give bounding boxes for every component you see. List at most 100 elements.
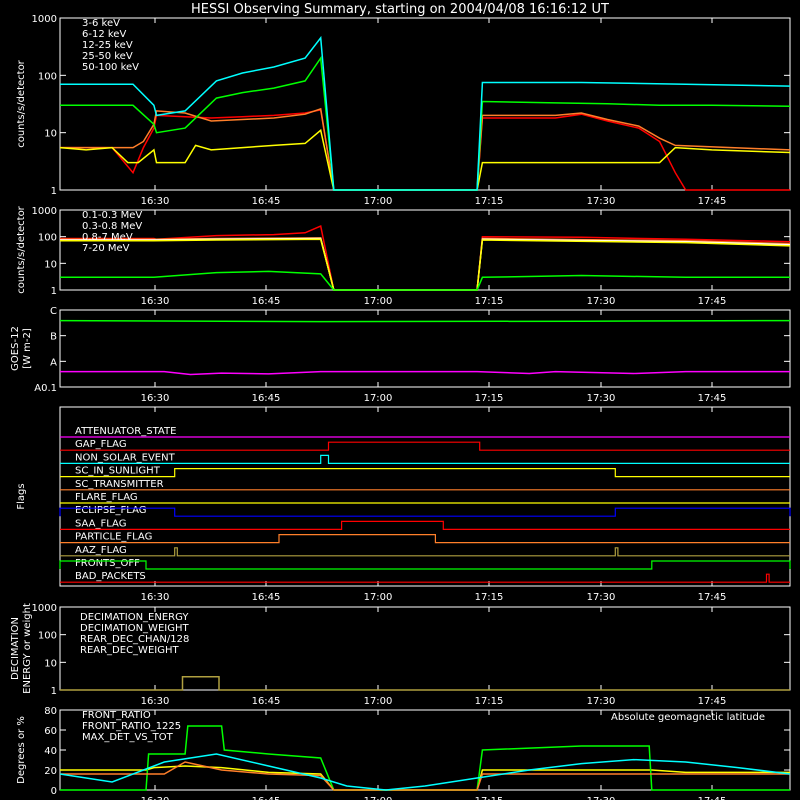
y-tick-label: A0.1 [34, 383, 57, 394]
plot-frame-panel2 [59, 209, 791, 291]
plot-frame-panel1 [59, 17, 791, 191]
x-tick-label: 16:45 [252, 696, 281, 707]
y-axis-label: ENERGY or weight [22, 603, 33, 694]
series-line-12-25-kev [59, 128, 791, 191]
flag-label: GAP_FLAG [75, 439, 127, 450]
y-tick-label: 100 [38, 71, 57, 82]
flag-line [60, 573, 790, 583]
flag-label: BAD_PACKETS [75, 571, 146, 582]
legend-entry: REAR_DEC_WEIGHT [80, 645, 179, 656]
flag-label: SC_TRANSMITTER [75, 479, 164, 490]
x-tick-label: 16:30 [141, 696, 170, 707]
legend-entry: 0.3-0.8 MeV [82, 221, 142, 232]
legend-entry: 6-12 keV [82, 29, 126, 40]
x-tick-label: 17:15 [475, 796, 504, 800]
x-tick-label: 17:15 [475, 393, 504, 404]
x-tick-label: 17:00 [364, 696, 393, 707]
legend-entry: 50-100 keV [82, 62, 139, 73]
x-tick-label: 17:30 [587, 196, 616, 207]
plot-frame-panel3 [59, 309, 791, 388]
x-tick-label: 17:45 [698, 196, 727, 207]
series-line-50-100-kev [60, 35, 791, 191]
series-line-7-20-mev [60, 238, 791, 291]
y-tick-label: 1 [51, 186, 57, 197]
legend-entry: DECIMATION_WEIGHT [80, 623, 189, 634]
flag-line [60, 468, 790, 478]
x-tick-label: 16:30 [141, 393, 170, 404]
x-tick-label: 16:45 [252, 296, 281, 307]
flag-label: FRONTS_OFF [75, 558, 140, 569]
legend-entry: FRONT_RATIO_1225 [82, 721, 181, 732]
legend-entry: MAX_DET_VS_TOT [82, 732, 174, 743]
series-line-panel2-4 [60, 270, 790, 291]
series-line-panel3-1 [60, 370, 790, 376]
series-line-panel6-3 [59, 753, 791, 791]
x-tick-label: 17:00 [364, 393, 393, 404]
series-line-0-8-7-mev [60, 237, 791, 291]
flag-label: NON_SOLAR_EVENT [75, 452, 176, 463]
x-tick-label: 17:00 [364, 196, 393, 207]
legend-entry: FRONT_RATIO [82, 710, 151, 721]
series-line-3-6-kev [60, 109, 790, 191]
x-tick-label: 16:45 [252, 796, 281, 800]
x-tick-label: 17:15 [475, 296, 504, 307]
legend-entry: 25-50 keV [82, 51, 133, 62]
y-tick-label: 40 [44, 746, 57, 757]
x-tick-label: 16:45 [252, 393, 281, 404]
series-line-0-3-0-8-mev [60, 237, 791, 291]
x-tick-label: 17:45 [698, 696, 727, 707]
series-line-panel3-0 [59, 319, 791, 323]
y-tick-label: 1000 [32, 14, 57, 25]
y-axis-label: Flags [16, 483, 27, 509]
y-tick-label: 10 [44, 129, 57, 140]
x-tick-label: 17:15 [475, 696, 504, 707]
flag-label: PARTICLE_FLAG [75, 532, 152, 543]
y-tick-label: A [50, 357, 57, 368]
y-tick-label: 1000 [32, 206, 57, 217]
y-tick-label: 80 [44, 706, 57, 717]
y-tick-label: 10 [44, 658, 57, 669]
legend-entry: 3-6 keV [82, 18, 120, 29]
flag-line [60, 454, 790, 464]
x-tick-label: 17:45 [698, 796, 727, 800]
x-tick-label: 17:45 [698, 393, 727, 404]
legend-entry: 7-20 MeV [82, 243, 130, 254]
series-line-rear-dec-weight [60, 676, 790, 691]
y-tick-label: 1 [51, 286, 57, 297]
flag-label: ATTENUATOR_STATE [75, 426, 176, 437]
x-tick-label: 17:00 [364, 796, 393, 800]
flag-line [59, 560, 791, 570]
x-tick-label: 17:30 [587, 796, 616, 800]
flag-line [60, 520, 790, 530]
y-axis-label: Degrees or % [16, 716, 27, 784]
x-tick-label: 17:30 [587, 296, 616, 307]
legend-entry: 0.1-0.3 MeV [82, 210, 142, 221]
flag-label: SAA_FLAG [75, 518, 126, 529]
x-tick-label: 17:15 [475, 196, 504, 207]
y-axis-label: counts/s/detector [16, 205, 27, 293]
flag-line [59, 507, 791, 517]
y-tick-label: B [50, 332, 57, 343]
x-tick-label: 17:45 [698, 296, 727, 307]
y-tick-label: 100 [38, 233, 57, 244]
x-tick-label: 17:30 [587, 696, 616, 707]
chart-annotation: Absolute geomagnetic latitude [611, 712, 765, 723]
series-line-max-det-vs-tot [60, 761, 790, 791]
flag-label: SC_IN_SUNLIGHT [75, 466, 161, 477]
y-tick-label: 20 [44, 766, 57, 777]
x-tick-label: 17:30 [587, 592, 616, 603]
flag-line [60, 534, 790, 544]
x-tick-label: 16:30 [141, 592, 170, 603]
series-line-6-12-kev [60, 107, 791, 191]
legend-entry: 0.8-7 MeV [82, 232, 133, 243]
y-axis-label: GOES-12 [10, 326, 21, 371]
y-tick-label: 100 [38, 631, 57, 642]
x-tick-label: 17:00 [364, 592, 393, 603]
y-tick-label: 0 [51, 786, 57, 797]
x-tick-label: 16:30 [141, 196, 170, 207]
flag-label: ECLIPSE_FLAG [75, 505, 146, 516]
legend-entry: REAR_DEC_CHAN/128 [80, 634, 189, 645]
y-axis-label: [W m-2] [22, 328, 33, 369]
